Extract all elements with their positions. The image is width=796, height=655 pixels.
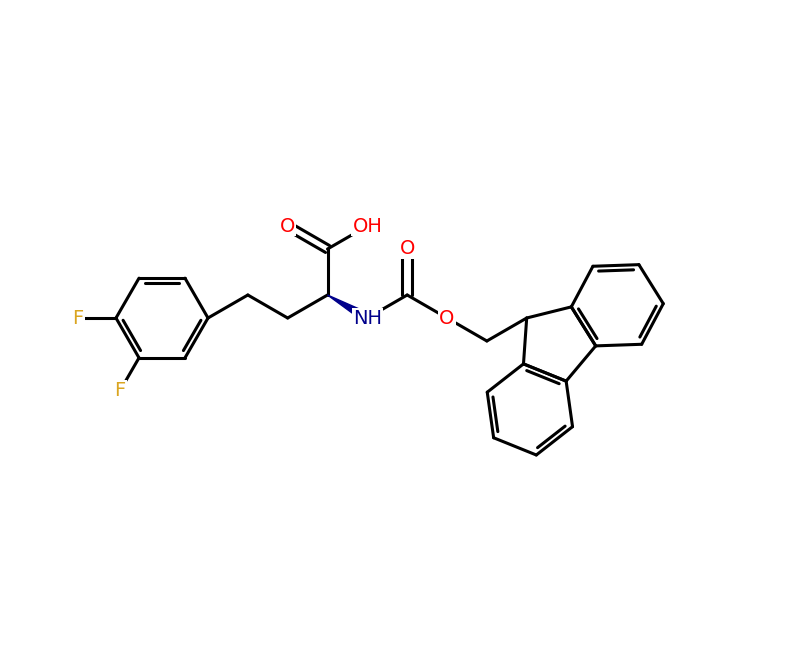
Text: NH: NH bbox=[353, 309, 382, 328]
Polygon shape bbox=[327, 295, 370, 322]
Text: O: O bbox=[400, 240, 415, 259]
Text: F: F bbox=[72, 309, 84, 328]
Text: F: F bbox=[115, 381, 126, 400]
Text: OH: OH bbox=[353, 217, 382, 236]
Text: O: O bbox=[439, 309, 455, 328]
Text: O: O bbox=[280, 217, 295, 236]
